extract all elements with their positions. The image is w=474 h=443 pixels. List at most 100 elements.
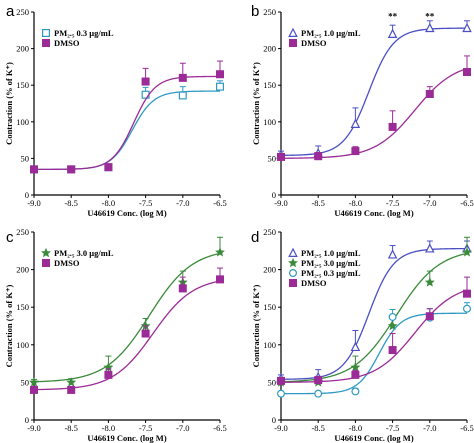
x-tick-label: -7.5 (386, 198, 399, 208)
x-tick-label: -7.0 (176, 198, 189, 208)
data-point (178, 73, 187, 82)
y-tick-label: 150 (16, 302, 29, 312)
legend-label: DMSO (301, 278, 327, 288)
legend-label: DMSO (54, 258, 80, 268)
legend-marker (289, 279, 298, 288)
x-axis-title: U46619 Conc. (log M) (334, 433, 413, 443)
data-point (30, 165, 39, 174)
panel-b: b -9.0 -8.5 -8.0 -7.5 -7.0 -6.5 0 50 100 150 200 250… (251, 3, 474, 218)
legend-marker (41, 247, 51, 258)
panel-d: d -9.0 -8.5 -8.0 -7.5 -7.0 -6.5 0 50 100 150 200 250… (251, 227, 474, 443)
y-tick-label: 50 (21, 153, 30, 163)
panel-c: c -9.0 -8.5 -8.0 -7.5 -7.0 -6.5 0 50 100 150 200 250… (4, 227, 227, 443)
data-point (216, 275, 225, 284)
data-point (277, 152, 286, 161)
fit-curve (280, 247, 468, 380)
data-point (425, 22, 435, 33)
legend-label: PM₂.₅ 0.3 μg/mL (301, 268, 361, 278)
y-axis-title: Contraction (% of K⁺) (4, 62, 14, 145)
y-tick-label: 250 (263, 7, 276, 17)
data-point (141, 329, 150, 338)
x-tick-label: -8.0 (349, 423, 362, 433)
y-tick-label: 250 (16, 7, 29, 17)
data-point (314, 376, 323, 385)
legend-label: PM₂.₅ 3.0 μg/mL (301, 258, 361, 268)
legend-marker (289, 38, 298, 47)
y-tick-label: 50 (268, 377, 277, 387)
fit-curve (34, 75, 220, 171)
fit-curve (33, 280, 221, 391)
data-point (350, 341, 361, 352)
fit-curve (281, 312, 467, 395)
data-point (216, 70, 225, 79)
x-tick-label: -9.0 (27, 423, 40, 433)
data-point (351, 370, 360, 379)
legend-label: PM₂.₅ 1.0 μg/mL (301, 248, 361, 258)
x-tick-label: -9.0 (27, 198, 40, 208)
y-tick-label: 100 (16, 117, 29, 127)
y-tick-label: 100 (16, 340, 29, 350)
x-tick-label: -7.0 (423, 423, 436, 433)
y-tick-label: 200 (263, 44, 276, 54)
series-1 (30, 80, 225, 174)
data-point (463, 289, 472, 298)
fit-curve (280, 27, 468, 157)
panel-b-letter: b (251, 3, 259, 20)
legend-label: DMSO (301, 38, 327, 48)
data-point (425, 243, 435, 253)
x-tick-label: -6.5 (460, 198, 473, 208)
data-point (67, 385, 76, 394)
data-point (462, 247, 472, 257)
data-point (314, 389, 323, 398)
fit-curve (280, 289, 468, 383)
x-tick-label: -6.5 (213, 423, 226, 433)
data-point (387, 320, 398, 331)
x-tick-label: -9.0 (274, 198, 287, 208)
y-axis-title: Contraction (% of K⁺) (251, 62, 261, 145)
data-point (277, 376, 286, 385)
panel-c-letter: c (6, 229, 14, 246)
data-point (178, 91, 187, 100)
legend-label: DMSO (54, 38, 80, 48)
x-tick-label: -9.0 (274, 423, 287, 433)
x-axis-title: U46619 Conc. (log M) (87, 208, 166, 218)
legend-marker (41, 259, 50, 268)
x-tick-label: -6.5 (213, 198, 226, 208)
y-axis-title: Contraction (% of K⁺) (251, 285, 261, 368)
data-point (314, 152, 323, 161)
data-point (141, 77, 150, 86)
series-2 (277, 55, 472, 161)
x-tick-label: -8.0 (349, 198, 362, 208)
panel-d-letter: d (251, 229, 259, 246)
fit-curve (34, 90, 220, 171)
x-tick-label: -8.5 (64, 198, 77, 208)
data-point (277, 389, 286, 398)
data-point (425, 89, 434, 98)
data-point (425, 312, 434, 321)
y-tick-label: 200 (16, 44, 29, 54)
series-4 (277, 276, 472, 385)
data-point (388, 312, 397, 321)
x-tick-label: -7.0 (176, 423, 189, 433)
x-tick-label: -7.5 (139, 423, 152, 433)
y-tick-label: 0 (25, 190, 29, 200)
x-tick-label: -7.5 (386, 423, 399, 433)
x-tick-label: -7.0 (423, 198, 436, 208)
data-point (215, 247, 225, 257)
y-tick-label: 0 (272, 190, 276, 200)
data-point (29, 377, 39, 387)
y-tick-label: 100 (263, 340, 276, 350)
data-point (216, 82, 225, 91)
x-axis-title: U46619 Conc. (log M) (87, 433, 166, 443)
y-tick-label: 200 (263, 265, 276, 275)
data-point (141, 90, 150, 99)
y-axis-title: Contraction (% of K⁺) (4, 285, 14, 368)
significance-annotation: ** (388, 11, 398, 21)
x-tick-label: -6.5 (460, 423, 473, 433)
legend-marker (288, 27, 298, 38)
data-point (350, 362, 361, 372)
data-point (424, 277, 435, 287)
